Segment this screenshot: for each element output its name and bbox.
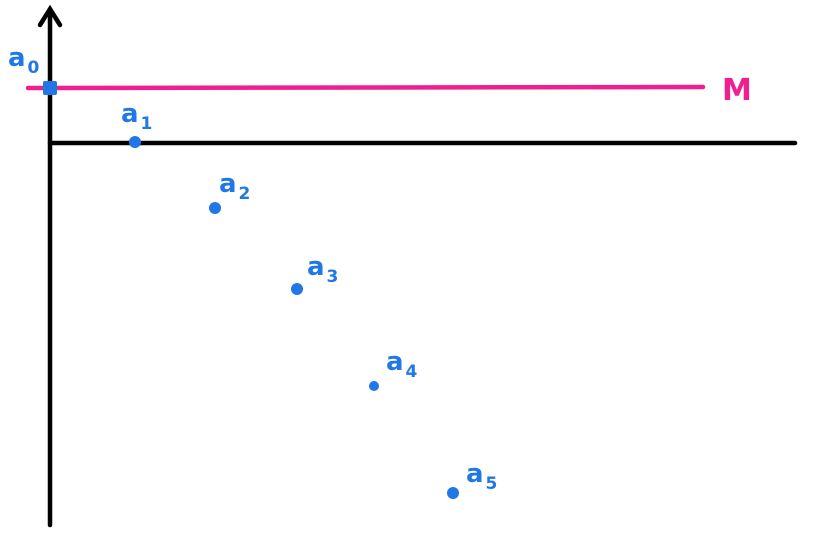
sequence-points: a 0a 1a 2a 3a 4a 5 — [8, 43, 497, 499]
point-marker — [43, 81, 57, 95]
point-marker — [209, 202, 221, 214]
point-label-subscript: 3 — [327, 267, 339, 287]
point-label-subscript: 5 — [486, 474, 498, 494]
point-label-base: a — [121, 99, 139, 129]
point-marker — [447, 487, 459, 499]
axes — [37, 4, 798, 528]
point-marker — [369, 381, 379, 391]
upper-bound-line — [25, 84, 706, 91]
point-label-subscript: 4 — [406, 362, 418, 382]
upper-bound: M — [25, 73, 752, 108]
point-label-base: a — [219, 169, 237, 199]
point-label-subscript: 1 — [141, 114, 153, 134]
y-axis-arrowhead — [37, 4, 63, 28]
point-marker — [291, 283, 303, 295]
point-label-subscript: 2 — [239, 184, 251, 204]
point-label-base: a — [386, 347, 404, 377]
point-marker — [129, 136, 141, 148]
point-label-base: a — [307, 252, 325, 282]
upper-bound-label: M — [722, 73, 752, 108]
point-label-subscript: 0 — [28, 58, 40, 78]
point-label-base: a — [466, 459, 484, 489]
point-label-base: a — [8, 43, 26, 73]
